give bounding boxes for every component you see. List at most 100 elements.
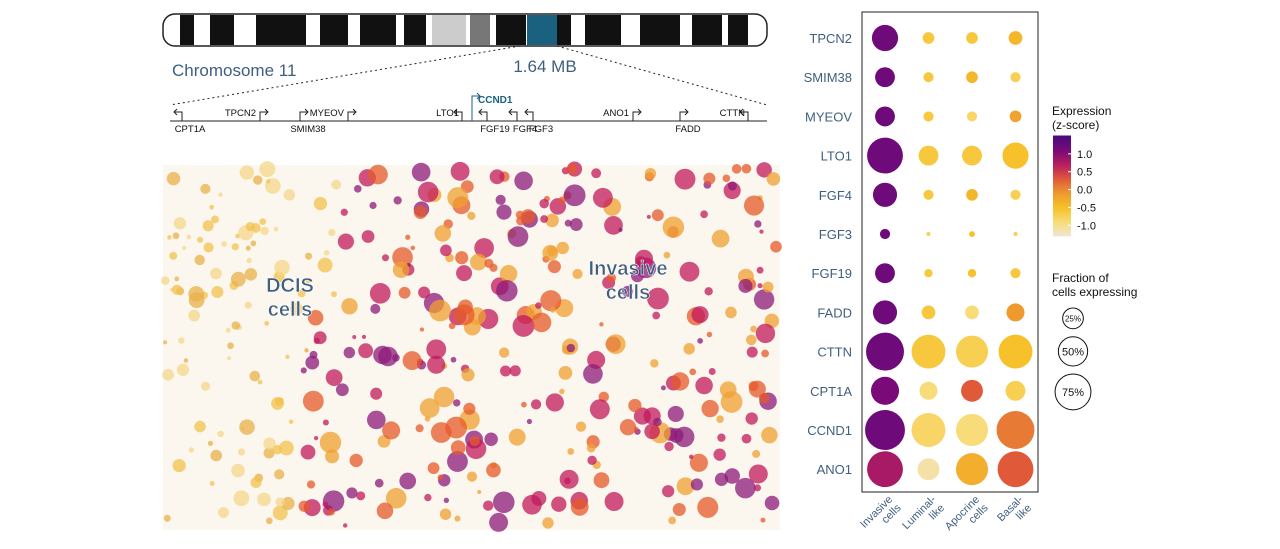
tissue-cell [173,217,187,230]
tissue-cell [668,516,677,525]
tissue-cell [467,211,476,221]
gene-label: SMIM38 [290,124,325,135]
tissue-cell [419,398,440,418]
gene-label: ANO1 [603,108,629,119]
tissue-cell [171,284,183,295]
dot [966,32,978,44]
dot [966,111,978,122]
tissue-cell [440,244,452,257]
tissue-cell [161,276,170,285]
tissue-cell [274,397,284,407]
dot [911,413,946,447]
tissue-cell [169,251,178,260]
tissue-cell [748,464,768,484]
tissue-cell [275,497,285,507]
dot [965,305,979,320]
colorbar-tick-label: 0.0 [1077,185,1092,197]
tissue-cell [163,514,171,522]
tissue-cell [760,517,766,523]
tissue-cell [756,266,764,274]
tissue-cell [207,440,214,446]
tissue-cell [349,453,363,468]
tissue-cell [194,420,206,433]
tissue-cell [604,215,623,235]
tissue-cell [186,234,192,240]
tissue-cell [688,454,694,459]
tissue-cell [724,468,740,484]
tissue-cell [443,497,450,503]
gene-arrow [478,108,488,121]
x-tick-label-group: Basal-like [995,493,1034,524]
colorbar-step [1053,215,1071,219]
tissue-cell [516,216,525,226]
tissue-cell [674,168,696,190]
tissue-cell [202,220,214,232]
tissue-cell [447,451,468,472]
colorbar-step [1053,175,1071,179]
tissue-cell [274,259,290,276]
tissue-cell [172,232,180,240]
tissue-cell [221,241,227,247]
tissue-cell [335,383,349,397]
colorbar-step [1053,163,1071,167]
tissue-cell [343,523,348,528]
tissue-cell [703,172,716,185]
tissue-cell [352,334,357,340]
tissue-cell [558,366,573,380]
colorbar-step [1053,157,1071,161]
tissue-cell [178,337,185,344]
x-tick-label: Luminal-like [900,493,947,540]
tissue-cell [556,241,569,255]
tissue-cell [762,281,774,293]
tissue-cell [750,325,757,333]
tissue-cell [495,194,506,205]
tissue-cell [756,162,772,178]
colorbar-step [1053,219,1071,223]
tissue-cell [281,496,295,511]
tissue-cell [300,444,316,460]
tissue-cell [512,315,535,337]
tissue-cell [197,236,204,243]
gene-label: CPT1A [175,124,206,135]
colorbar-step [1053,213,1071,217]
tissue-cell [542,517,554,529]
row-label: LTO1 [821,149,852,164]
tissue-cell [558,196,566,204]
row-label: ANO1 [817,462,852,477]
colorbar-step [1053,183,1071,187]
tissue-cell [619,419,637,436]
dot [1005,380,1026,401]
tissue-cell [231,243,239,251]
tissue-cell [218,507,229,518]
tissue-cell [515,210,525,220]
tissue-cell [691,306,709,324]
dot [1013,231,1018,237]
colorbar-step [1053,177,1071,181]
tissue-cell [370,387,383,400]
tissue-cell [679,261,700,282]
dot [911,334,946,369]
tissue-cell [456,265,473,282]
tissue-cell [265,517,273,525]
tissue-cell [450,356,457,363]
dot [872,300,898,325]
gene-label: CCND1 [478,95,513,106]
tissue-cell [621,285,634,298]
gene-label: FADD [675,124,700,135]
row-label: FGF19 [812,266,852,281]
tissue-cell [392,261,410,279]
tissue-cell [670,372,690,391]
tissue-cell [569,218,583,231]
tissue-cell [453,399,461,407]
row-label: CPT1A [810,384,852,399]
tissue-cell [618,227,623,232]
gene-arrow [508,108,518,121]
tissue-cell [454,515,461,522]
tissue-cell [305,278,311,284]
tissue-cell [285,354,290,360]
tissue-cell [288,419,294,424]
tissue-cell [244,268,258,281]
tissue-cell [424,416,431,422]
tissue-cell [411,162,431,182]
tissue-cell [188,447,195,453]
